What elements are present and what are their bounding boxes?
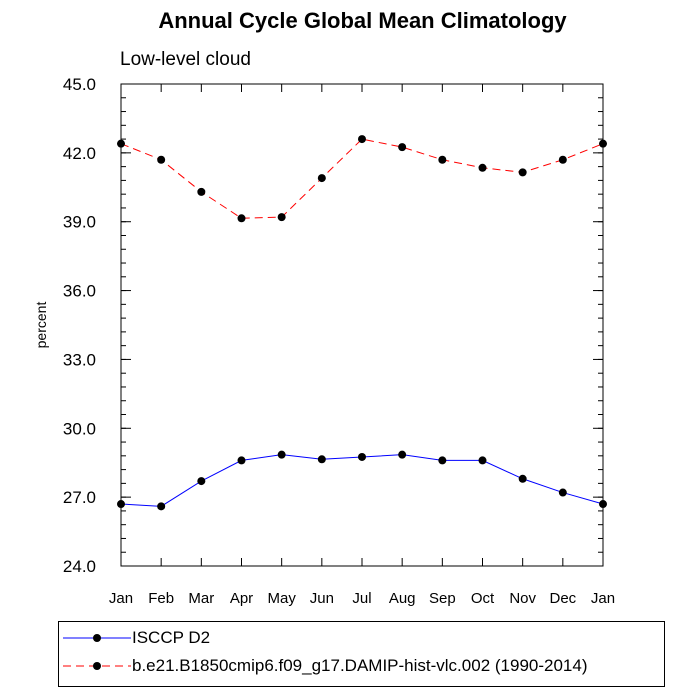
series-line-1 [120, 138, 604, 219]
data-point-0 [197, 477, 206, 486]
legend-swatch-isccp [63, 634, 131, 642]
x-tick-label: Dec [549, 590, 576, 607]
x-tick-label: Mar [188, 590, 214, 607]
y-tick-label: 39.0 [63, 213, 96, 232]
legend: ISCCP D2 b.e21.B1850cmip6.f09_g17.DAMIP-… [58, 621, 665, 687]
data-point-1 [197, 187, 206, 196]
data-point-0 [438, 456, 447, 465]
x-tick-label: Nov [509, 590, 536, 607]
axes: Jan Feb Mar Apr May Jun Jul Aug Sep Oct Nov Dec Jan 2… [63, 75, 615, 607]
legend-entry-model: b.e21.B1850cmip6.f09_g17.DAMIP-hist-vlc.… [59, 655, 664, 677]
chart-title: Annual Cycle Global Mean Climatology [158, 8, 567, 33]
data-point-0 [157, 502, 166, 511]
data-point-0 [237, 456, 246, 465]
y-tick-label: 30.0 [63, 419, 96, 438]
y-tick-label: 24.0 [63, 557, 96, 576]
data-point-0 [478, 456, 487, 465]
data-point-1 [117, 139, 125, 148]
x-tick-label: Jan [591, 590, 615, 607]
data-point-0 [277, 450, 286, 459]
x-tick-label: Oct [471, 590, 495, 607]
data-point-0 [317, 455, 326, 464]
data-point-0 [599, 500, 607, 509]
data-point-0 [398, 450, 407, 459]
y-tick-label: 33.0 [63, 350, 96, 369]
data-point-1 [358, 135, 366, 144]
x-tick-label: Jul [352, 590, 371, 607]
data-point-1 [438, 155, 447, 164]
data-point-1 [157, 155, 166, 164]
line-chart: Jan Feb Mar Apr May Jun Jul Aug Sep Oct Nov Dec Jan 2… [63, 75, 615, 607]
data-point-1 [518, 168, 527, 177]
data-point-1 [599, 139, 607, 148]
x-tick-label: Jan [109, 590, 133, 607]
data-point-1 [478, 163, 487, 172]
data-point-1 [277, 213, 286, 222]
x-tick-label: May [267, 590, 296, 607]
data-point-1 [237, 214, 246, 223]
y-tick-label: 42.0 [63, 144, 96, 163]
data-point-0 [117, 500, 125, 509]
x-tick-label: Aug [389, 590, 416, 607]
x-tick-label: Apr [230, 590, 253, 607]
data-point-0 [358, 452, 366, 461]
series-layer [117, 135, 607, 511]
data-point-1 [558, 155, 567, 164]
data-point-0 [558, 488, 567, 497]
data-point-0 [518, 474, 527, 483]
series-line-0 [120, 454, 604, 507]
legend-label-model: b.e21.B1850cmip6.f09_g17.DAMIP-hist-vlc.… [132, 656, 588, 675]
x-tick-label: Feb [148, 590, 174, 607]
plot-frame [120, 83, 604, 567]
data-point-1 [398, 143, 407, 152]
x-tick-label: Jun [310, 590, 334, 607]
x-tick-label: Sep [429, 590, 456, 607]
chart-subtitle: Low-level cloud [120, 49, 251, 70]
legend-swatch-model [63, 662, 131, 670]
legend-entry-isccp: ISCCP D2 [59, 627, 664, 649]
y-tick-label: 45.0 [63, 75, 96, 94]
legend-label-isccp: ISCCP D2 [132, 628, 211, 647]
y-tick-label: 27.0 [63, 488, 96, 507]
y-tick-label: 36.0 [63, 282, 96, 301]
data-point-1 [317, 174, 326, 183]
